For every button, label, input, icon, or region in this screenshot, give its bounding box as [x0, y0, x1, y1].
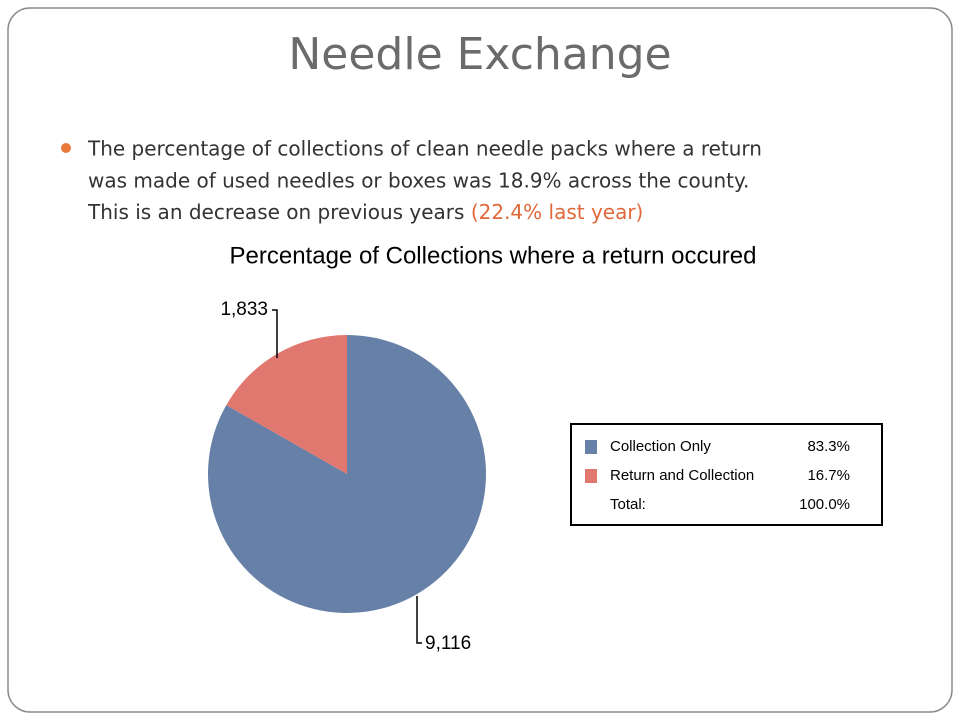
data-label: 9,116	[425, 633, 471, 654]
slide-frame	[7, 7, 953, 713]
bullet-line: The percentage of collections of clean n…	[87, 137, 762, 161]
leader-line	[416, 596, 422, 644]
legend-total-value: 100.0%	[799, 496, 850, 513]
data-label: 1,833	[220, 299, 268, 320]
bullet-highlight: (22.4% last year)	[471, 200, 644, 224]
bullet-dot	[61, 143, 71, 153]
legend-label: Return and Collection	[610, 467, 754, 484]
bullet-line: This is an decrease on previous years (2…	[87, 200, 643, 224]
legend-share: 83.3%	[807, 438, 850, 455]
legend	[570, 423, 883, 526]
legend-share: 16.7%	[807, 467, 850, 484]
legend-label: Collection Only	[610, 438, 711, 455]
chart-title: Percentage of Collections where a return…	[230, 242, 757, 269]
bullet-line: was made of used needles or boxes was 18…	[88, 169, 749, 193]
slide-title: Needle Exchange	[288, 29, 671, 80]
legend-swatch	[585, 440, 597, 454]
bullet-text: This is an decrease on previous years	[87, 200, 471, 224]
leader-line	[272, 309, 278, 358]
legend-swatch	[585, 469, 597, 483]
legend-total-label: Total:	[610, 496, 646, 513]
pie-slice	[226, 335, 347, 474]
